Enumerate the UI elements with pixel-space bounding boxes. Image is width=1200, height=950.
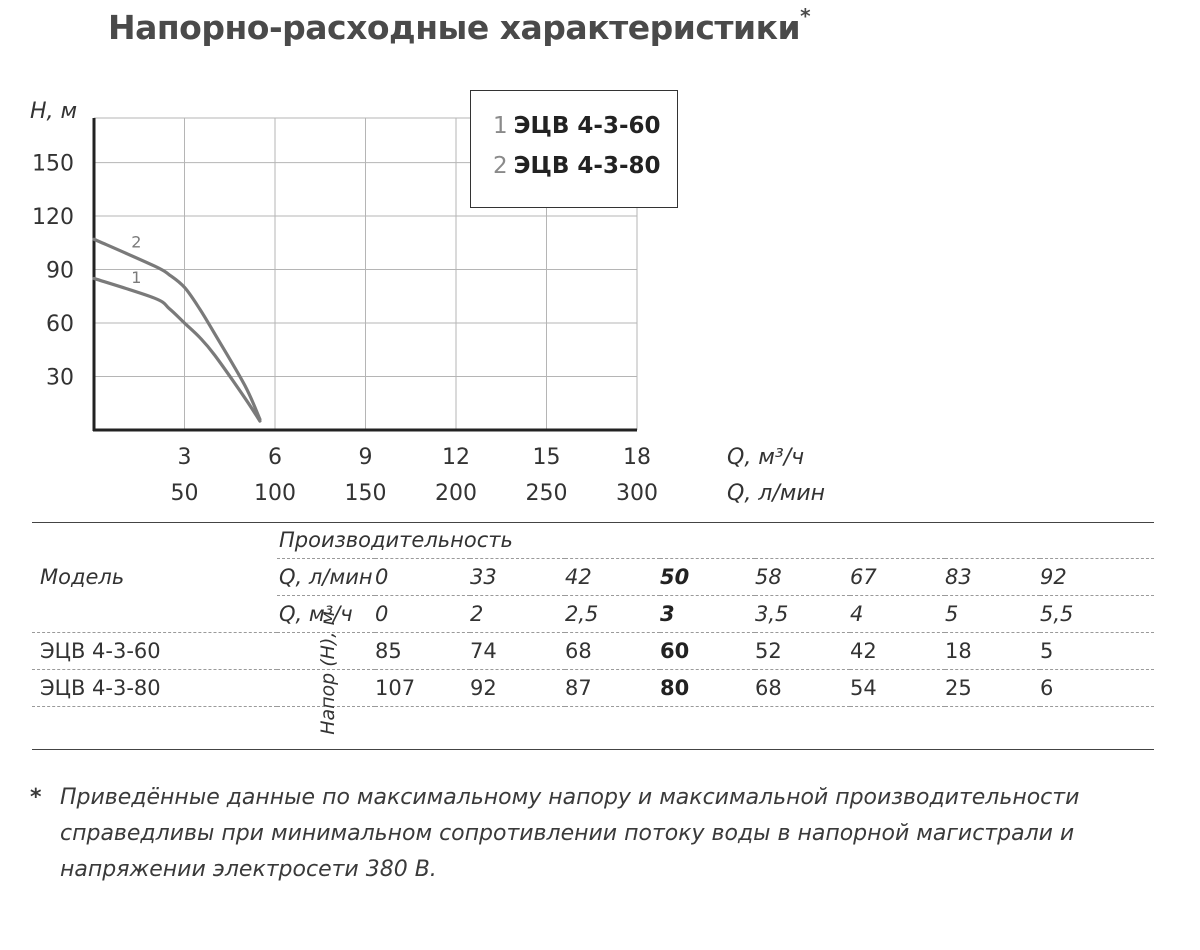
- model-header: Модель: [40, 565, 125, 589]
- head-flow-chart: 12 3060901201503506100915012200152501830…: [30, 99, 825, 506]
- table-cell: 87: [565, 669, 660, 707]
- title-text: Напорно-расходные характеристики: [108, 8, 801, 47]
- model-name: ЭЦВ 4-3-60: [32, 632, 277, 670]
- head-label-text: Напор (H), м: [317, 611, 339, 735]
- page-title: Напорно-расходные характеристики*: [108, 4, 811, 47]
- table-cell: 5,5: [1040, 595, 1155, 633]
- table-cell: 42: [565, 558, 660, 596]
- table-cell: 5: [945, 595, 1040, 633]
- head-vertical-label: Напор (H), м: [296, 611, 360, 735]
- table-cell: 68: [755, 669, 850, 707]
- table-cell: 58: [755, 558, 850, 596]
- table-cell: 33: [470, 558, 565, 596]
- q-m3h-label: Q, м³/ч: [277, 595, 375, 633]
- table-cell: 0: [375, 595, 470, 633]
- table-cell: 18: [945, 632, 1040, 670]
- table-cell-highlight: 3: [660, 595, 755, 633]
- legend-number: 2: [493, 153, 508, 179]
- footnote-mark: *: [30, 785, 42, 810]
- x-tick-label-secondary: 50: [171, 481, 199, 506]
- table-cell: 0: [375, 558, 470, 596]
- y-tick-label: 30: [46, 366, 74, 391]
- table-row-model-1: ЭЦВ 4-3-60 85 74 68 60 52 42 18 5: [32, 632, 1155, 670]
- table-top-rule: [32, 522, 1154, 523]
- title-footnote-mark: *: [800, 4, 811, 28]
- series-line-1: [92, 276, 262, 423]
- table-cell: 85: [375, 632, 470, 670]
- table-cell: 54: [850, 669, 945, 707]
- table-cell-highlight: 60: [660, 632, 755, 670]
- series-label-2: 2: [131, 232, 141, 251]
- table-row-model-2: ЭЦВ 4-3-80 107 92 87 80 68 54 25 6: [32, 669, 1155, 707]
- y-axis-label: H, м: [30, 99, 77, 124]
- table-row-q-lmin: Модель Q, л/мин 0 33 42 50 58 67 83 92: [32, 558, 1155, 596]
- chart-series: 12: [92, 232, 262, 423]
- table-cell: 2,5: [565, 595, 660, 633]
- performance-table: Производительность Модель Q, л/мин 0 33 …: [32, 522, 1155, 747]
- model-name: ЭЦВ 4-3-80: [32, 669, 277, 707]
- x-tick-label-secondary: 300: [616, 481, 658, 506]
- table-cell: 83: [945, 558, 1040, 596]
- y-tick-label: 120: [32, 205, 74, 230]
- table-cell: 68: [565, 632, 660, 670]
- footnote: * Приведённые данные по максимальному на…: [30, 780, 1160, 888]
- table-row-q-m3h: Q, м³/ч 0 2 2,5 3 3,5 4 5 5,5: [32, 595, 1155, 633]
- x-tick-label: 18: [623, 445, 651, 470]
- y-tick-label: 150: [32, 152, 74, 177]
- table-cell: 3,5: [755, 595, 850, 633]
- footnote-text: Приведённые данные по максимальному напо…: [60, 785, 1080, 882]
- productivity-header: Производительность: [279, 528, 513, 552]
- table-cell-highlight: 80: [660, 669, 755, 707]
- legend-model-name: ЭЦВ 4-3-80: [513, 153, 661, 179]
- x-tick-label: 12: [442, 445, 470, 470]
- x-tick-label: 15: [533, 445, 561, 470]
- table-cell: 5: [1040, 632, 1155, 670]
- x-tick-label-secondary: 200: [435, 481, 477, 506]
- y-tick-label: 90: [46, 259, 74, 284]
- table-row-spacer: [32, 706, 1155, 747]
- x-tick-label: 3: [178, 445, 192, 470]
- chart-axes: [92, 118, 637, 432]
- x-tick-label-secondary: 100: [254, 481, 296, 506]
- x-tick-label: 9: [359, 445, 373, 470]
- table-cell: 25: [945, 669, 1040, 707]
- series-line-2: [92, 237, 262, 421]
- x-tick-label: 6: [268, 445, 282, 470]
- legend-model-name: ЭЦВ 4-3-60: [513, 113, 661, 139]
- y-tick-label: 60: [46, 312, 74, 337]
- table-cell: 4: [850, 595, 945, 633]
- legend-number: 1: [493, 113, 508, 139]
- table-cell: 52: [755, 632, 850, 670]
- x-axis-label-secondary: Q, л/мин: [727, 481, 825, 506]
- series-label-1: 1: [131, 268, 141, 287]
- chart-legend: 1 ЭЦВ 4-3-60 2 ЭЦВ 4-3-80: [470, 90, 678, 208]
- table-cell-highlight: 50: [660, 558, 755, 596]
- table-cell: 42: [850, 632, 945, 670]
- x-tick-label-secondary: 250: [526, 481, 568, 506]
- table-cell: 92: [470, 669, 565, 707]
- table-cell: 2: [470, 595, 565, 633]
- table-cell: 107: [375, 669, 470, 707]
- table-row-productivity-header: Производительность: [32, 522, 1154, 559]
- table-cell: 67: [850, 558, 945, 596]
- x-axis-label: Q, м³/ч: [727, 445, 804, 470]
- x-tick-label-secondary: 150: [345, 481, 387, 506]
- table-cell: 6: [1040, 669, 1155, 707]
- q-lmin-label: Q, л/мин: [277, 558, 375, 596]
- legend-item-2: 2 ЭЦВ 4-3-80: [493, 153, 661, 179]
- table-bottom-rule: [32, 749, 1154, 750]
- table-cell: 74: [470, 632, 565, 670]
- legend-item-1: 1 ЭЦВ 4-3-60: [493, 113, 661, 139]
- table-cell: 92: [1040, 558, 1155, 596]
